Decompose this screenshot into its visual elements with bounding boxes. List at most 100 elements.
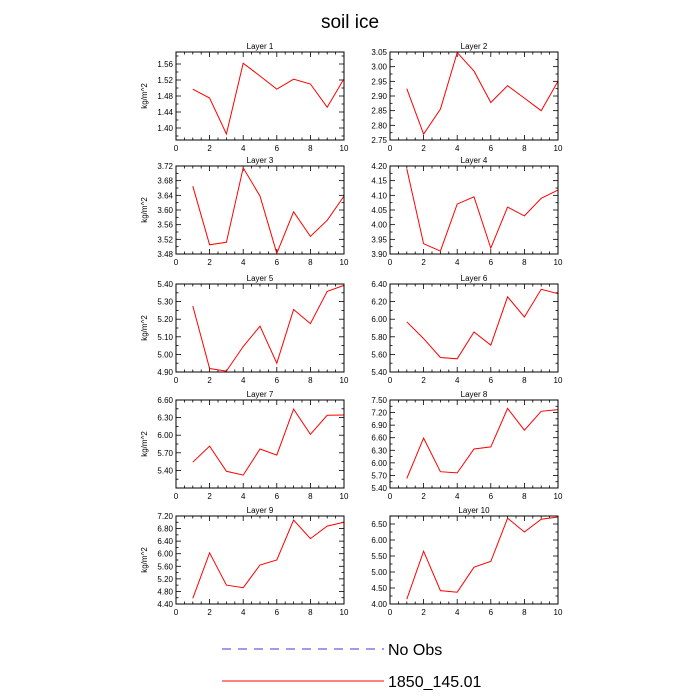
y-tick-label: 3.00 bbox=[371, 63, 387, 72]
plot-frame bbox=[175, 515, 345, 605]
panel-layer-9: Layer 9 kg/m^2 0 2 4 6 8 10 4.40 4.80 5.20 5.60 6.00… bbox=[140, 506, 349, 617]
x-tick-label: 6 bbox=[275, 144, 280, 153]
x-tick-label: 6 bbox=[489, 492, 494, 501]
y-tick-label: 7.50 bbox=[371, 396, 387, 405]
panel-layer-3: Layer 3 kg/m^2 0 2 4 6 8 10 3.48 3.52 3.56 3.60 3.64… bbox=[140, 156, 349, 267]
plot-frame bbox=[389, 51, 559, 141]
y-tick-label: 3.52 bbox=[157, 235, 173, 244]
x-tick-label: 6 bbox=[275, 608, 280, 617]
y-tick-label: 4.00 bbox=[371, 600, 387, 609]
y-tick-label: 4.05 bbox=[371, 206, 387, 215]
y-tick-label: 5.70 bbox=[157, 449, 173, 458]
y-tick-label: 5.50 bbox=[371, 552, 387, 561]
y-tick-label: 2.95 bbox=[371, 77, 387, 86]
panel-layer-10: Layer 10 0 2 4 6 8 10 4.00 4.50 5.00 5.50 6.00 6.50 bbox=[371, 506, 563, 617]
x-tick-label: 4 bbox=[455, 492, 460, 501]
y-tick-label: 1.44 bbox=[157, 108, 173, 117]
series-line bbox=[192, 166, 345, 255]
x-tick-label: 6 bbox=[275, 376, 280, 385]
x-tick-label: 4 bbox=[455, 608, 460, 617]
y-tick-label: 4.20 bbox=[371, 162, 387, 171]
y-tick-label: 3.72 bbox=[157, 162, 173, 171]
y-tick-label: 4.50 bbox=[371, 584, 387, 593]
y-tick-label: 5.40 bbox=[157, 466, 173, 475]
plot-frame bbox=[175, 283, 345, 373]
series-line bbox=[406, 516, 559, 600]
y-tick-label: 4.80 bbox=[157, 587, 173, 596]
y-tick-label: 3.56 bbox=[157, 221, 173, 230]
y-tick-label: 3.64 bbox=[157, 191, 173, 200]
x-tick-label: 6 bbox=[489, 144, 494, 153]
panel-title: Layer 7 bbox=[247, 390, 274, 399]
x-tick-label: 10 bbox=[554, 144, 563, 153]
x-tick-label: 4 bbox=[241, 608, 246, 617]
y-tick-label: 1.40 bbox=[157, 124, 173, 133]
x-tick-label: 8 bbox=[308, 376, 313, 385]
y-axis-label: kg/m^2 bbox=[140, 197, 149, 223]
x-tick-label: 10 bbox=[340, 258, 349, 267]
x-tick-label: 10 bbox=[554, 258, 563, 267]
y-tick-label: 3.05 bbox=[371, 48, 387, 57]
y-tick-label: 7.20 bbox=[157, 512, 173, 521]
x-tick-label: 0 bbox=[174, 144, 179, 153]
y-tick-label: 4.15 bbox=[371, 177, 387, 186]
x-tick-label: 4 bbox=[455, 144, 460, 153]
y-tick-label: 5.10 bbox=[157, 333, 173, 342]
x-tick-label: 8 bbox=[522, 144, 527, 153]
series-line bbox=[406, 51, 559, 136]
y-tick-label: 5.30 bbox=[157, 298, 173, 307]
y-tick-label: 4.00 bbox=[371, 221, 387, 230]
y-tick-label: 3.95 bbox=[371, 235, 387, 244]
y-tick-label: 3.48 bbox=[157, 250, 173, 259]
y-tick-label: 5.20 bbox=[157, 575, 173, 584]
panel-title: Layer 5 bbox=[247, 274, 274, 283]
x-tick-label: 8 bbox=[522, 608, 527, 617]
panel-title: Layer 10 bbox=[458, 506, 490, 515]
y-tick-label: 6.60 bbox=[157, 396, 173, 405]
plot-frame bbox=[389, 399, 559, 489]
y-tick-label: 4.90 bbox=[157, 368, 173, 377]
series-line bbox=[406, 288, 559, 360]
y-tick-label: 1.48 bbox=[157, 92, 173, 101]
y-tick-label: 4.10 bbox=[371, 191, 387, 200]
x-tick-label: 2 bbox=[207, 608, 212, 617]
y-tick-label: 2.75 bbox=[371, 136, 387, 145]
x-tick-label: 10 bbox=[554, 376, 563, 385]
x-tick-label: 2 bbox=[207, 144, 212, 153]
x-tick-label: 0 bbox=[174, 258, 179, 267]
y-axis-label: kg/m^2 bbox=[140, 83, 149, 109]
x-tick-label: 4 bbox=[241, 376, 246, 385]
panel-title: Layer 6 bbox=[461, 274, 488, 283]
panel-title: Layer 4 bbox=[461, 156, 488, 165]
x-tick-label: 8 bbox=[308, 144, 313, 153]
y-axis-label: kg/m^2 bbox=[140, 315, 149, 341]
x-tick-label: 0 bbox=[174, 376, 179, 385]
y-tick-label: 6.40 bbox=[157, 537, 173, 546]
y-tick-label: 3.60 bbox=[157, 206, 173, 215]
x-tick-label: 10 bbox=[340, 376, 349, 385]
legend-model-label: 1850_145.01 bbox=[388, 674, 482, 691]
x-tick-label: 10 bbox=[340, 608, 349, 617]
y-tick-label: 6.40 bbox=[371, 280, 387, 289]
series-line bbox=[406, 407, 559, 479]
y-axis-label: kg/m^2 bbox=[140, 431, 149, 457]
x-tick-label: 8 bbox=[522, 258, 527, 267]
x-tick-label: 4 bbox=[455, 258, 460, 267]
series-line bbox=[192, 408, 345, 476]
legend-no-obs-label: No Obs bbox=[388, 642, 442, 659]
panel-title: Layer 2 bbox=[461, 42, 488, 51]
x-tick-label: 8 bbox=[522, 492, 527, 501]
y-tick-label: 6.00 bbox=[371, 536, 387, 545]
panel-title: Layer 8 bbox=[461, 390, 488, 399]
x-tick-label: 2 bbox=[207, 492, 212, 501]
panel-layer-7: Layer 7 kg/m^2 0 2 4 6 8 10 5.40 5.70 6.00 6.30 6.60 bbox=[140, 390, 349, 501]
panel-layer-5: Layer 5 kg/m^2 0 2 4 6 8 10 4.90 5.00 5.10 5.20 5.30… bbox=[140, 274, 349, 385]
x-tick-label: 0 bbox=[388, 144, 393, 153]
x-tick-label: 10 bbox=[340, 144, 349, 153]
series-line bbox=[192, 519, 345, 599]
y-tick-label: 6.00 bbox=[371, 459, 387, 468]
x-tick-label: 6 bbox=[275, 258, 280, 267]
x-tick-label: 6 bbox=[275, 492, 280, 501]
y-tick-label: 6.00 bbox=[371, 315, 387, 324]
